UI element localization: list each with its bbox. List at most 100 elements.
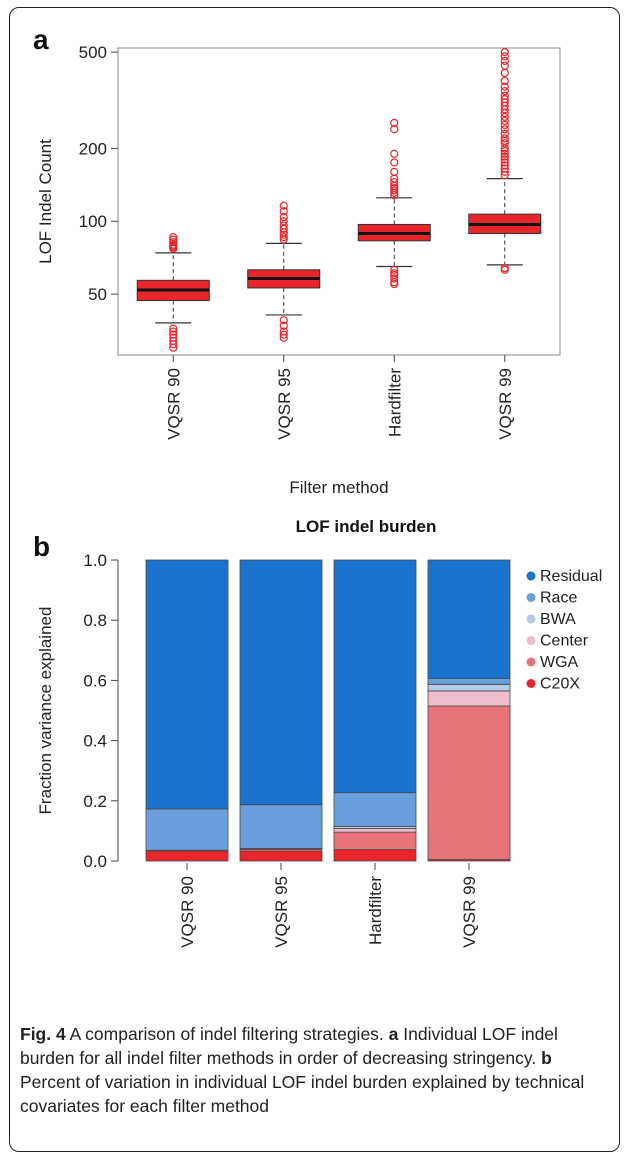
outlier-point (500, 82, 509, 91)
outlier-point (500, 155, 509, 164)
outlier-point (169, 343, 178, 352)
outlier-point (390, 178, 399, 187)
x-tick-label-a: VQSR 99 (496, 368, 515, 440)
outlier-point (500, 56, 509, 65)
outlier-point (390, 186, 399, 195)
y-tick-label-b: 0.2 (83, 792, 107, 811)
outlier-point (500, 87, 509, 96)
bar-segment-race (145, 808, 229, 851)
outlier-point (500, 146, 509, 156)
outlier-point (500, 265, 509, 274)
outlier-point (279, 232, 288, 242)
box-group (247, 201, 321, 342)
outlier-point (500, 167, 509, 176)
y-tick-label-a: 500 (79, 43, 107, 62)
outlier-point (500, 129, 509, 138)
y-axis-label-a: LOF Indel Count (36, 139, 55, 264)
bar-segment-residual (427, 559, 511, 679)
outlier-point (279, 316, 288, 325)
bar-segment-c20x (239, 850, 323, 862)
legend-marker-wga (526, 657, 536, 667)
caption-text-2: Individual LOF indel burden for all inde… (20, 1024, 558, 1068)
y-tick-label-b: 0.0 (83, 852, 107, 871)
outlier-point (279, 213, 288, 222)
outlier-point (500, 48, 509, 57)
outlier-point (390, 265, 399, 274)
outlier-point (500, 152, 509, 161)
legend-label-center: Center (540, 633, 589, 650)
outlier-point (279, 224, 288, 233)
outlier-point (279, 330, 288, 339)
x-tick-label-a: Hardfilter (385, 368, 404, 437)
y-tick-label-b: 0.6 (83, 671, 107, 690)
legend-label-wga: WGA (540, 654, 579, 671)
x-tick-label-a: VQSR 90 (164, 368, 183, 440)
outlier-point (169, 330, 178, 339)
legend-marker-c20x (526, 679, 536, 688)
legend-label-c20x: C20X (540, 676, 580, 693)
outlier-point (279, 327, 288, 336)
outlier-point (500, 116, 509, 125)
bar-segment-residual (145, 559, 229, 810)
outlier-point (169, 232, 178, 242)
outlier-point (390, 279, 399, 289)
x-tick-label-b: VQSR 99 (460, 876, 479, 948)
bar-segment-race (333, 792, 417, 827)
bar-segment-wga (427, 705, 511, 860)
outlier-point (500, 139, 509, 148)
outlier-point (390, 149, 399, 158)
legend-label-bwa: BWA (540, 611, 576, 628)
box-group (357, 118, 431, 289)
y-tick-label-a: 200 (79, 139, 107, 158)
outlier-point (390, 274, 399, 283)
y-tick-label-b: 0.4 (83, 732, 107, 751)
bar-segment-wga (333, 831, 417, 850)
caption-fig-label: Fig. 4 (20, 1024, 66, 1044)
outlier-point (500, 120, 509, 130)
outlier-point (500, 61, 509, 70)
outlier-point (279, 217, 288, 226)
outlier-point (500, 164, 509, 173)
caption-text-1: A comparison of indel filtering strategi… (65, 1024, 389, 1044)
outlier-point (500, 149, 509, 158)
legend-label-race: Race (540, 590, 577, 607)
y-tick-label-a: 50 (88, 285, 107, 304)
outlier-point (500, 125, 509, 134)
outlier-point (500, 91, 509, 100)
bar-segment-race (427, 678, 511, 685)
outlier-point (390, 158, 399, 167)
outlier-point (279, 321, 288, 330)
y-axis-label-b: Fraction variance explained (36, 607, 55, 815)
bar-segment-center (333, 828, 417, 833)
bar-segment-residual (333, 559, 417, 794)
x-axis-label-a: Filter method (289, 478, 388, 497)
chart-title-b: LOF indel burden (296, 517, 437, 536)
outlier-point (500, 158, 509, 167)
legend-label-residual: Residual (540, 568, 602, 585)
bar-segment-center (427, 690, 511, 707)
outlier-point (500, 134, 509, 143)
outlier-point (500, 52, 509, 61)
x-tick-label-b: VQSR 95 (272, 876, 291, 948)
panel-a-label: a (33, 24, 49, 55)
legend-marker-race (526, 593, 536, 602)
bar-segment-c20x (145, 850, 229, 862)
legend-marker-center (526, 636, 536, 645)
y-tick-label-b: 0.8 (83, 611, 107, 630)
y-tick-label-a: 100 (79, 212, 107, 231)
outlier-point (500, 76, 509, 86)
x-tick-label-a: VQSR 95 (275, 368, 294, 440)
bar-segment-residual (239, 559, 323, 806)
y-tick-label-b: 1.0 (83, 551, 107, 570)
outlier-point (279, 207, 288, 216)
outlier-point (500, 94, 509, 104)
outlier-point (279, 333, 288, 342)
outlier-point (279, 230, 288, 239)
caption-b-label: b (541, 1048, 552, 1068)
plot-a-frame (117, 47, 561, 356)
caption-text-3: Percent of variation in individual LOF i… (20, 1072, 585, 1116)
panel-b-label: b (33, 531, 50, 562)
figure-caption: Fig. 4 A comparison of indel filtering s… (20, 1022, 605, 1118)
outlier-point (169, 324, 178, 333)
